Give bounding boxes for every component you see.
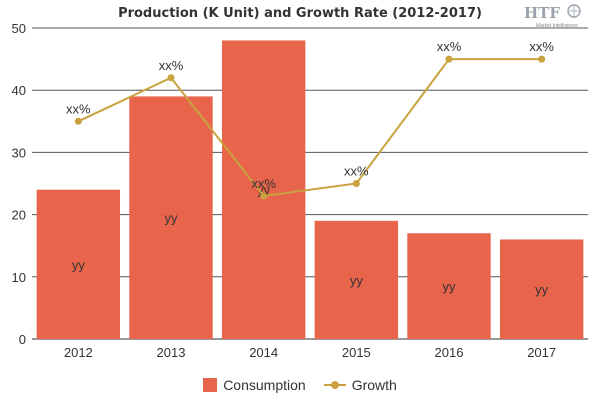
x-tick-label: 2012 bbox=[64, 345, 93, 360]
legend-swatch-consumption bbox=[203, 378, 218, 392]
consumption-bars bbox=[36, 40, 584, 339]
chart-title: Production (K Unit) and Growth Rate (201… bbox=[118, 6, 482, 21]
x-tick-label: 2015 bbox=[342, 345, 371, 360]
consumption-data-label: yy bbox=[72, 257, 86, 272]
consumption-bar[interactable] bbox=[499, 239, 584, 339]
y-tick-label: 50 bbox=[12, 21, 26, 36]
htf-logo: HTF Market Intelligence bbox=[524, 4, 581, 29]
x-tick-label: 2017 bbox=[527, 345, 556, 360]
consumption-bar[interactable] bbox=[314, 220, 399, 339]
growth-line bbox=[77, 58, 542, 198]
growth-point[interactable] bbox=[352, 180, 360, 187]
y-tick-label: 20 bbox=[12, 208, 26, 223]
growth-data-label: xx% bbox=[251, 176, 276, 191]
x-tick-label: 2014 bbox=[249, 345, 278, 360]
y-tick-label: 0 bbox=[19, 332, 26, 347]
x-tick-label: 2013 bbox=[157, 345, 186, 360]
growth-data-label: xx% bbox=[529, 39, 554, 54]
consumption-data-labels: yy yy yy yy yy yy bbox=[72, 183, 549, 298]
growth-data-label: xx% bbox=[437, 39, 462, 54]
consumption-bar[interactable] bbox=[129, 96, 213, 339]
logo-subtext: Market Intelligence bbox=[536, 23, 578, 29]
y-tick-label: 30 bbox=[12, 145, 26, 160]
consumption-bar[interactable] bbox=[36, 189, 121, 339]
consumption-data-label: yy bbox=[535, 282, 549, 297]
x-tick-label: 2016 bbox=[435, 345, 464, 360]
growth-data-label: xx% bbox=[344, 164, 369, 179]
growth-line-series bbox=[74, 55, 546, 200]
x-axis: 2012 2013 2014 2015 2016 2017 bbox=[64, 345, 556, 360]
growth-point[interactable] bbox=[167, 74, 175, 82]
growth-point[interactable] bbox=[538, 55, 546, 63]
consumption-data-label: yy bbox=[257, 183, 271, 198]
growth-point[interactable] bbox=[445, 55, 453, 63]
consumption-bar[interactable] bbox=[407, 233, 491, 339]
chart-legend: Consumption Growth bbox=[0, 377, 600, 393]
y-tick-label: 10 bbox=[12, 270, 26, 285]
grid-lines bbox=[32, 27, 588, 340]
growth-point[interactable] bbox=[260, 192, 268, 200]
consumption-data-label: yy bbox=[350, 273, 364, 288]
consumption-data-label: yy bbox=[443, 279, 457, 294]
y-axis: 0 10 20 30 40 50 bbox=[12, 21, 26, 347]
legend-item-growth[interactable]: Growth bbox=[323, 377, 397, 393]
y-tick-label: 40 bbox=[12, 83, 26, 98]
growth-data-label: xx% bbox=[159, 58, 184, 73]
legend-item-consumption[interactable]: Consumption bbox=[203, 377, 306, 393]
growth-data-label: xx% bbox=[66, 101, 91, 116]
consumption-data-label: yy bbox=[165, 211, 179, 226]
legend-label-growth: Growth bbox=[351, 377, 397, 393]
legend-label-consumption: Consumption bbox=[223, 377, 306, 393]
growth-point[interactable] bbox=[74, 117, 82, 125]
logo-text: HTF bbox=[524, 4, 560, 22]
legend-swatch-growth bbox=[323, 378, 346, 392]
growth-data-labels: xx% xx% xx% xx% xx% xx% bbox=[66, 39, 554, 191]
consumption-bar[interactable] bbox=[221, 40, 306, 339]
